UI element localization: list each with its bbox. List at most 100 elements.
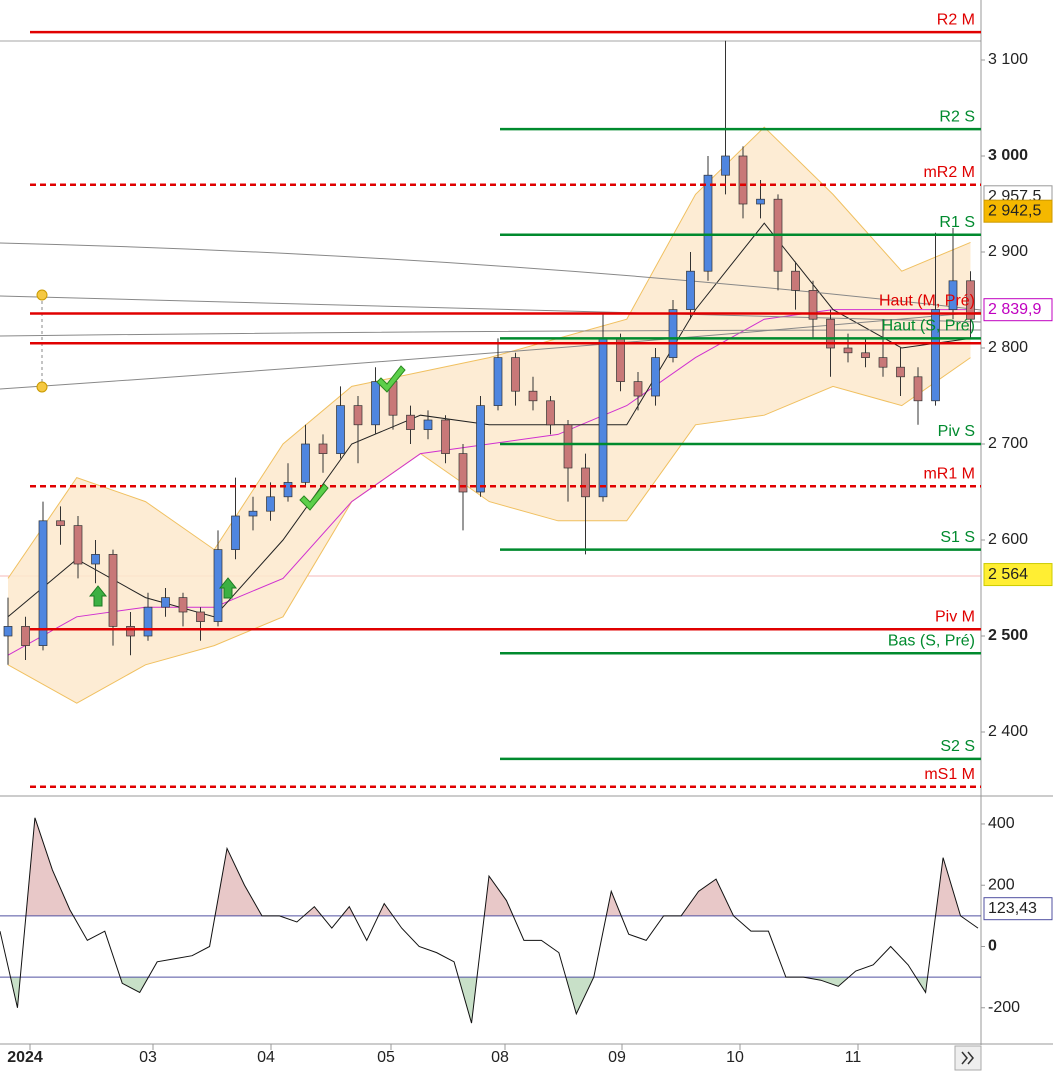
candle-body — [913, 376, 923, 402]
regression-arc — [0, 295, 982, 323]
candle-body — [686, 270, 695, 310]
level-label: mR1 M — [923, 465, 975, 482]
x-tick-label: 03 — [139, 1049, 157, 1066]
price-tag-label: 2 564 — [988, 566, 1028, 583]
y-tick-label: 2 800 — [988, 339, 1028, 356]
candle-body — [38, 520, 48, 646]
oscillator-fill — [0, 817, 978, 916]
candle-body — [633, 381, 643, 397]
osc-tag-label: 123,43 — [988, 900, 1037, 917]
price-tag — [983, 199, 1053, 223]
scroll-icon — [961, 1051, 974, 1065]
x-tick-label: 05 — [377, 1049, 395, 1066]
candle-body — [703, 174, 713, 272]
candle-body — [581, 467, 590, 498]
scroll-button[interactable] — [954, 1045, 982, 1071]
y-tick-label: 2 700 — [988, 435, 1028, 452]
level-label: S2 S — [940, 738, 975, 755]
candle-body — [458, 453, 468, 493]
candle-body — [301, 443, 310, 483]
candle-body — [738, 155, 748, 205]
x-tick-label: 10 — [726, 1049, 744, 1066]
candle-body — [336, 405, 345, 454]
level-label: S1 S — [940, 529, 975, 546]
candle-body — [563, 424, 573, 469]
osc-y-tick-label: 400 — [988, 815, 1015, 832]
candle-body — [721, 155, 730, 176]
candle-body — [318, 443, 328, 454]
anchor-point — [36, 289, 48, 301]
oscillator-line — [0, 817, 979, 1024]
signals — [88, 365, 406, 607]
candle-body — [896, 366, 905, 378]
bollinger-fill — [8, 127, 971, 704]
level-label: R2 S — [939, 108, 975, 125]
bollinger-upper — [7, 126, 971, 579]
buy-arrow — [88, 585, 108, 607]
candle-body — [283, 482, 293, 498]
candle-body — [248, 510, 258, 517]
y-tick-label: 3 100 — [988, 51, 1028, 68]
level-label: R2 M — [937, 11, 975, 28]
candle-body — [423, 419, 433, 430]
level-label: R1 S — [939, 214, 975, 231]
y-tick-label: 3 000 — [988, 147, 1028, 164]
y-tick-label: 2 600 — [988, 531, 1028, 548]
candle-body — [616, 338, 625, 382]
level-label: Haut (M, Pré) — [879, 293, 975, 310]
candle-body — [651, 357, 660, 397]
candle-body — [91, 554, 100, 565]
candle-body — [231, 515, 240, 550]
regression-arc — [0, 329, 982, 337]
x-tick-label: 09 — [608, 1049, 626, 1066]
anchor-point — [36, 381, 48, 393]
candle-body — [511, 357, 520, 392]
candle-body — [161, 597, 170, 608]
check-mark — [299, 483, 329, 511]
candle-body — [143, 606, 153, 637]
candle-body — [266, 496, 275, 512]
candle-body — [493, 357, 503, 406]
level-label: Piv S — [938, 423, 975, 440]
level-label: mS1 M — [924, 766, 975, 783]
x-tick-label: 11 — [845, 1049, 862, 1066]
candle-body — [73, 525, 83, 565]
candle-body — [126, 626, 135, 637]
price-tag-label: 2 942,5 — [988, 202, 1041, 219]
candle-body — [931, 309, 940, 402]
candle-body — [878, 357, 888, 368]
level-label: Haut (S, Pré) — [882, 318, 975, 335]
candle-body — [668, 309, 678, 358]
candle-body — [108, 554, 118, 627]
drawings — [0, 242, 982, 393]
candle-body — [756, 198, 765, 205]
osc-y-tick-label: 0 — [988, 938, 997, 955]
price-tag-label: 2 839,9 — [988, 301, 1041, 318]
candle-body — [178, 597, 188, 613]
candle-body — [791, 270, 800, 291]
candle-body — [406, 414, 415, 430]
x-tick-label: 04 — [257, 1049, 275, 1066]
candle-body — [528, 390, 538, 402]
candle-body — [371, 381, 380, 426]
x-tick-label: 08 — [491, 1049, 509, 1066]
y-tick-label: 2 500 — [988, 627, 1028, 644]
candle-body — [3, 626, 13, 637]
x-tick-label: 2024 — [7, 1049, 43, 1066]
candle-body — [808, 290, 818, 320]
y-tick-label: 2 900 — [988, 243, 1028, 260]
regression-arc — [0, 242, 982, 311]
candle-body — [476, 405, 485, 493]
candle-body — [196, 611, 205, 622]
level-label: mR2 M — [923, 164, 975, 181]
candles-layer — [3, 40, 975, 665]
price-tag — [983, 298, 1053, 322]
price-tag — [983, 563, 1053, 587]
check-mark — [376, 365, 406, 393]
buy-arrow — [218, 577, 238, 599]
candle-body — [213, 549, 223, 622]
y-tick-label: 2 400 — [988, 723, 1028, 740]
candle-body — [826, 318, 835, 349]
candle-body — [966, 280, 975, 320]
